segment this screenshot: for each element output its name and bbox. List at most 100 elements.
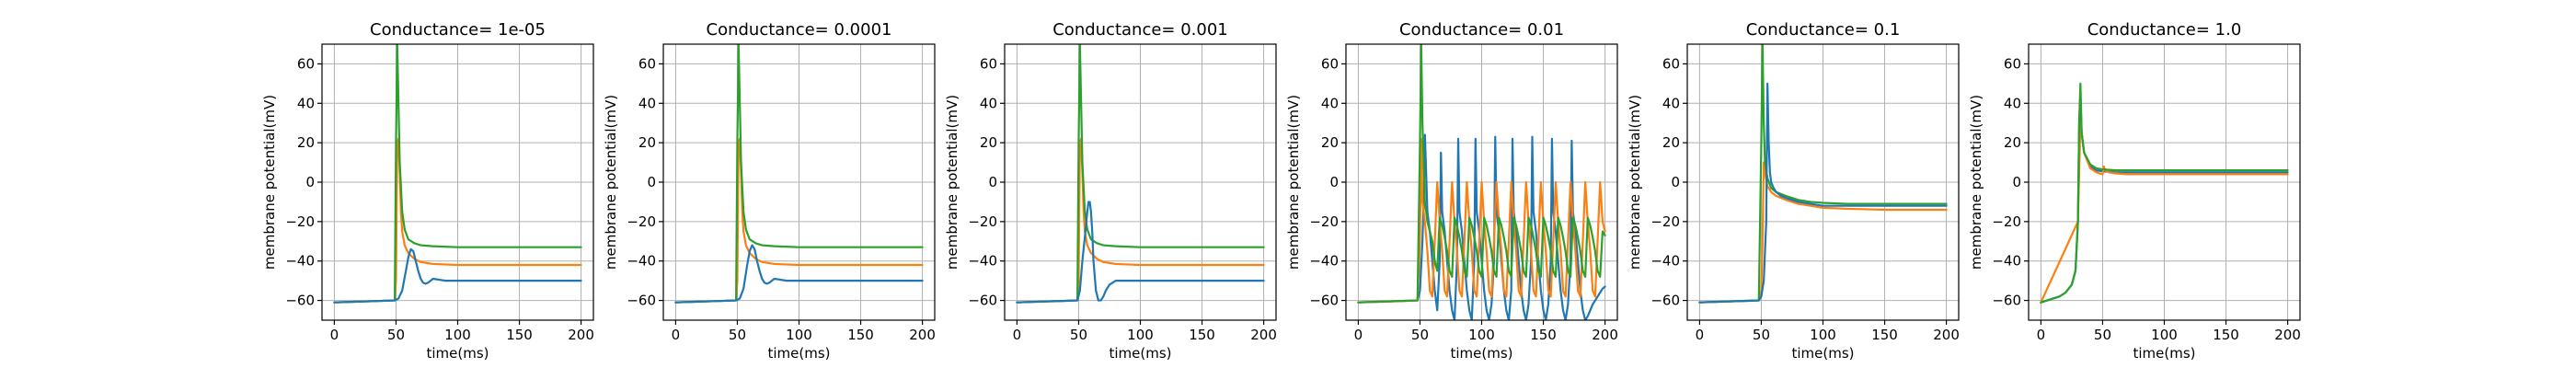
x-tick-label: 200 [909,327,936,343]
y-tick-label: 40 [1321,95,1339,111]
x-tick-label: 100 [1810,327,1836,343]
y-tick-label: 0 [2012,174,2021,190]
x-tick-label: 50 [387,327,405,343]
x-tick-label: 150 [1189,327,1215,343]
y-axis-label: membrane potential(mV) [603,95,619,270]
y-tick-label: −60 [968,293,997,309]
x-tick-label: 100 [1127,327,1154,343]
y-tick-label: −20 [968,213,997,230]
y-tick-label: −40 [1650,253,1680,270]
y-tick-label: 0 [1329,174,1339,190]
x-tick-label: 150 [1530,327,1557,343]
y-axis-label: membrane potential(mV) [261,95,278,270]
x-axis-label: time(ms) [1791,345,1854,362]
y-tick-label: 0 [988,174,997,190]
series-line-1 [674,137,924,304]
series-line-3 [2040,82,2289,304]
chart-panel-1: 0 50 100 150 200 −60 −40 −20 0 20 40 60 Conductance=… [261,20,594,362]
x-tick-label: 50 [1411,327,1429,343]
y-tick-label: 60 [1662,55,1680,72]
y-tick-label: −20 [1992,213,2021,230]
series-line-3 [1698,82,1948,304]
y-tick-label: −20 [285,213,315,230]
y-tick-label: 40 [980,95,997,111]
series-line-3 [674,244,924,304]
x-tick-label: 50 [2094,327,2111,343]
chart-title: Conductance= 1.0 [2087,20,2242,40]
x-tick-label: 200 [1592,327,1618,343]
y-tick-label: 60 [638,55,656,72]
x-tick-label: 150 [506,327,533,343]
series-line-1 [1016,137,1265,304]
chart-title: Conductance= 0.0001 [707,20,892,40]
y-tick-label: −60 [1992,293,2021,309]
x-tick-label: 0 [2037,327,2046,343]
chart-title: Conductance= 0.01 [1399,20,1564,40]
x-tick-label: 50 [1070,327,1087,343]
y-tick-label: 40 [297,95,315,111]
x-tick-label: 0 [1013,327,1022,343]
x-tick-label: 100 [2151,327,2178,343]
y-tick-label: −60 [627,293,656,309]
x-axis-label: time(ms) [2133,345,2195,362]
chart-panel-2: 0 50 100 150 200 −60 −40 −20 0 20 40 60 Conductance=… [603,20,936,362]
y-axis-label: membrane potential(mV) [1968,95,1984,270]
x-tick-label: 50 [1753,327,1770,343]
chart-title: Conductance= 0.001 [1052,20,1228,40]
x-tick-label: 150 [847,327,874,343]
x-axis-label: time(ms) [1109,345,1171,362]
chart-title: Conductance= 1e-05 [370,20,546,40]
chart-panel-3: 0 50 100 150 200 −60 −40 −20 0 20 40 60 Conductance=… [944,20,1277,362]
chart-panel-6: 0 50 100 150 200 −60 −40 −20 0 20 40 60 Conductance=… [1968,20,2301,362]
y-tick-label: −20 [1309,213,1339,230]
x-tick-label: 150 [2213,327,2239,343]
y-tick-label: 0 [305,174,315,190]
x-tick-label: 0 [1696,327,1705,343]
chart-panel-5: 0 50 100 150 200 −60 −40 −20 0 20 40 60 Conductance=… [1627,20,1960,362]
x-axis-label: time(ms) [767,345,830,362]
y-tick-label: −60 [285,293,315,309]
x-tick-label: 200 [1250,327,1277,343]
series-line-2 [674,44,924,304]
y-tick-label: 20 [297,134,315,151]
x-tick-label: 200 [568,327,594,343]
series-line-3 [1357,44,1606,304]
y-tick-label: 60 [297,55,315,72]
y-tick-label: 60 [1321,55,1339,72]
y-tick-label: −20 [1650,213,1680,230]
x-tick-label: 0 [672,327,681,343]
y-tick-label: 20 [1321,134,1339,151]
y-tick-label: 20 [2004,134,2021,151]
series-line-1 [333,137,582,304]
y-axis-label: membrane potential(mV) [1627,95,1643,270]
x-tick-label: 200 [2274,327,2301,343]
y-tick-label: −60 [1309,293,1339,309]
series-line-2 [1016,44,1265,304]
y-tick-label: −60 [1650,293,1680,309]
x-tick-label: 0 [330,327,339,343]
series-line-3 [333,247,582,304]
chart-title: Conductance= 0.1 [1746,20,1901,40]
y-tick-label: 20 [1662,134,1680,151]
x-tick-label: 150 [1871,327,1898,343]
x-axis-label: time(ms) [426,345,489,362]
series-line-1 [1698,161,1948,304]
y-tick-label: 0 [647,174,656,190]
y-tick-label: 20 [980,134,997,151]
x-tick-label: 100 [444,327,471,343]
y-tick-label: 20 [638,134,656,151]
x-tick-label: 200 [1933,327,1960,343]
y-tick-label: −40 [285,253,315,270]
x-tick-label: 50 [729,327,746,343]
x-tick-label: 100 [786,327,812,343]
chart-panel-4: 0 50 100 150 200 −60 −40 −20 0 20 40 60 Conductance=… [1285,20,1618,362]
y-tick-label: 0 [1671,174,1680,190]
x-tick-label: 100 [1468,327,1495,343]
y-tick-label: −40 [627,253,656,270]
x-tick-label: 0 [1354,327,1363,343]
y-tick-label: 40 [1662,95,1680,111]
y-axis-label: membrane potential(mV) [1285,95,1302,270]
y-axis-label: membrane potential(mV) [944,95,960,270]
y-tick-label: −40 [1992,253,2021,270]
